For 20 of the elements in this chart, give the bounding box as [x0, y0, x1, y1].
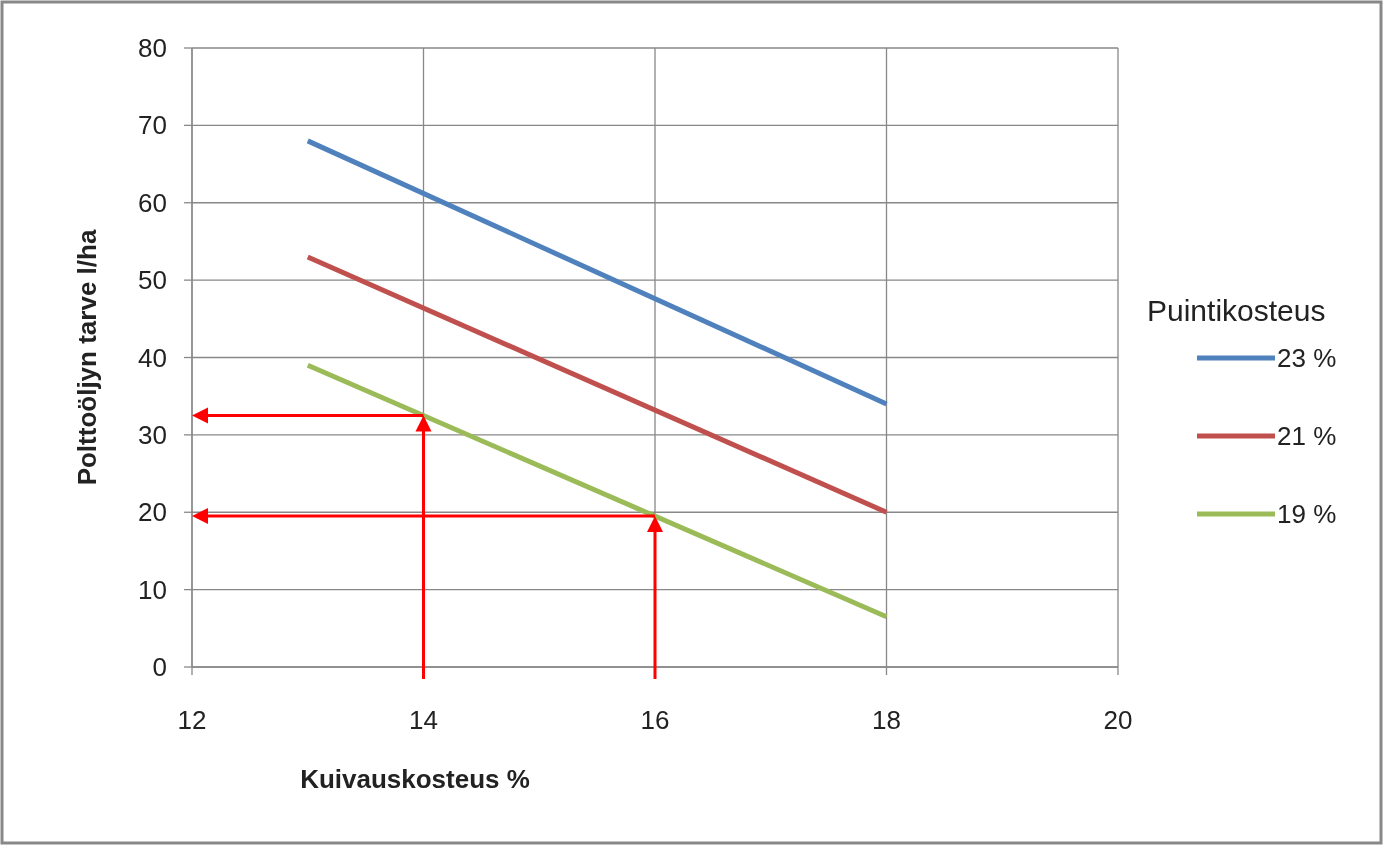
y-tick-label: 80	[138, 33, 167, 64]
y-tick-label: 70	[138, 110, 167, 141]
y-tick-label: 60	[138, 187, 167, 218]
x-tick-label: 16	[640, 705, 670, 735]
x-axis-title: Kuivauskosteus %	[300, 764, 530, 794]
y-tick-label: 30	[138, 419, 167, 450]
y-tick-label: 10	[138, 574, 167, 605]
legend-label: 23 %	[1277, 343, 1337, 374]
y-tick-label: 0	[152, 652, 167, 683]
x-tick-label: 18	[872, 705, 901, 735]
y-axis-title: Polttoöljyn tarve l/ha	[72, 229, 102, 486]
y-tick-label: 50	[138, 265, 167, 296]
x-tick-label: 14	[409, 705, 438, 735]
y-tick-label: 20	[138, 497, 167, 528]
y-tick-label: 40	[138, 342, 167, 373]
legend-label: 19 %	[1277, 499, 1337, 530]
x-tick-label: 12	[177, 705, 207, 735]
legend-label: 21 %	[1277, 421, 1337, 452]
x-tick-label: 20	[1103, 705, 1133, 735]
legend-title: Puintikosteus	[1147, 293, 1326, 327]
